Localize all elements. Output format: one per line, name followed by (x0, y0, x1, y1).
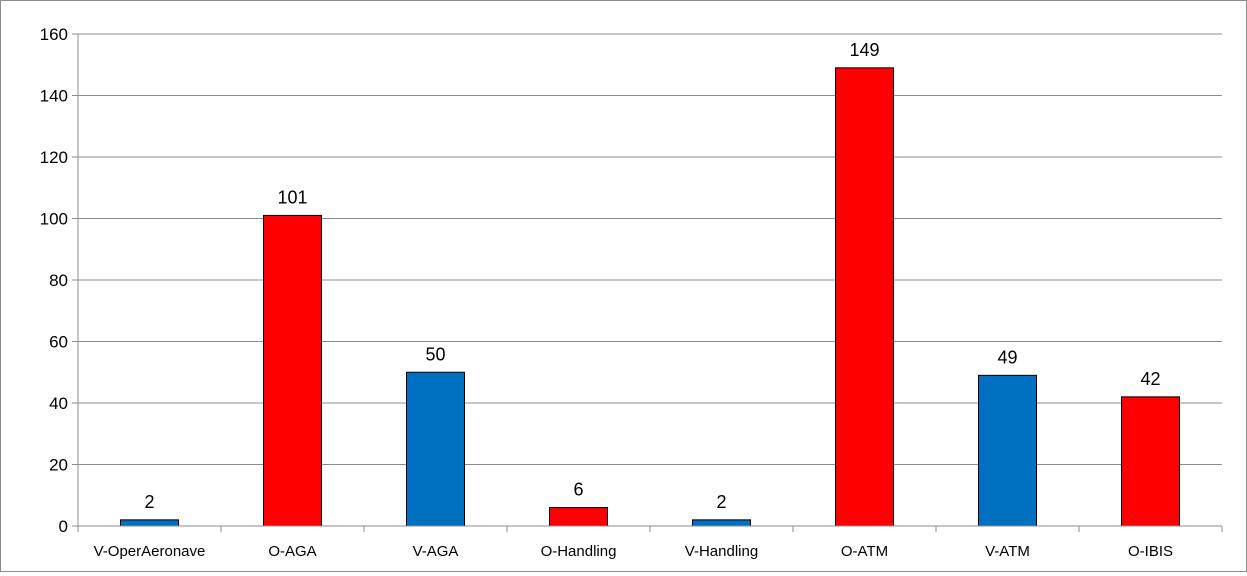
x-tick-label: O-ATM (841, 543, 888, 560)
data-label: 2 (716, 492, 726, 512)
y-tick-label: 20 (49, 456, 68, 475)
bar-o-handling (549, 507, 608, 527)
bar-v-operaeronave (120, 519, 179, 527)
bar-o-atm (835, 67, 894, 527)
x-tick-label: V-ATM (985, 543, 1030, 560)
y-tick-label: 100 (40, 210, 68, 229)
bar-v-atm (978, 374, 1037, 527)
x-tick-label: O-AGA (268, 543, 316, 560)
bar-v-aga (406, 371, 465, 527)
bars (120, 67, 1180, 527)
axes (72, 33, 1223, 532)
bar-o-ibis (1121, 396, 1180, 527)
y-tick-label: 160 (40, 25, 68, 44)
data-label: 50 (425, 344, 445, 364)
data-label: 42 (1140, 369, 1160, 389)
y-tick-label: 140 (40, 87, 68, 106)
y-tick-label: 60 (49, 333, 68, 352)
data-label: 6 (573, 480, 583, 500)
data-label: 149 (849, 40, 879, 60)
bar-o-aga (263, 214, 322, 527)
x-tick-label: V-OperAeronave (94, 543, 206, 560)
y-tick-label: 40 (49, 394, 68, 413)
x-tick-label: V-Handling (685, 543, 758, 560)
labels: 0 20 40 60 80 100 120 140 160 2 V-OperAeronave 101 O… (40, 25, 1173, 560)
y-tick-label: 80 (49, 271, 68, 290)
data-label: 101 (277, 187, 307, 207)
bar-v-handling (692, 519, 751, 527)
data-label: 2 (144, 492, 154, 512)
data-label: 49 (997, 347, 1017, 367)
x-tick-label: V-AGA (413, 543, 459, 560)
y-tick-label: 120 (40, 148, 68, 167)
y-tick-label: 0 (59, 517, 68, 536)
x-tick-label: O-IBIS (1128, 543, 1173, 560)
gridlines (78, 33, 1222, 465)
x-tick-label: O-Handling (541, 543, 617, 560)
